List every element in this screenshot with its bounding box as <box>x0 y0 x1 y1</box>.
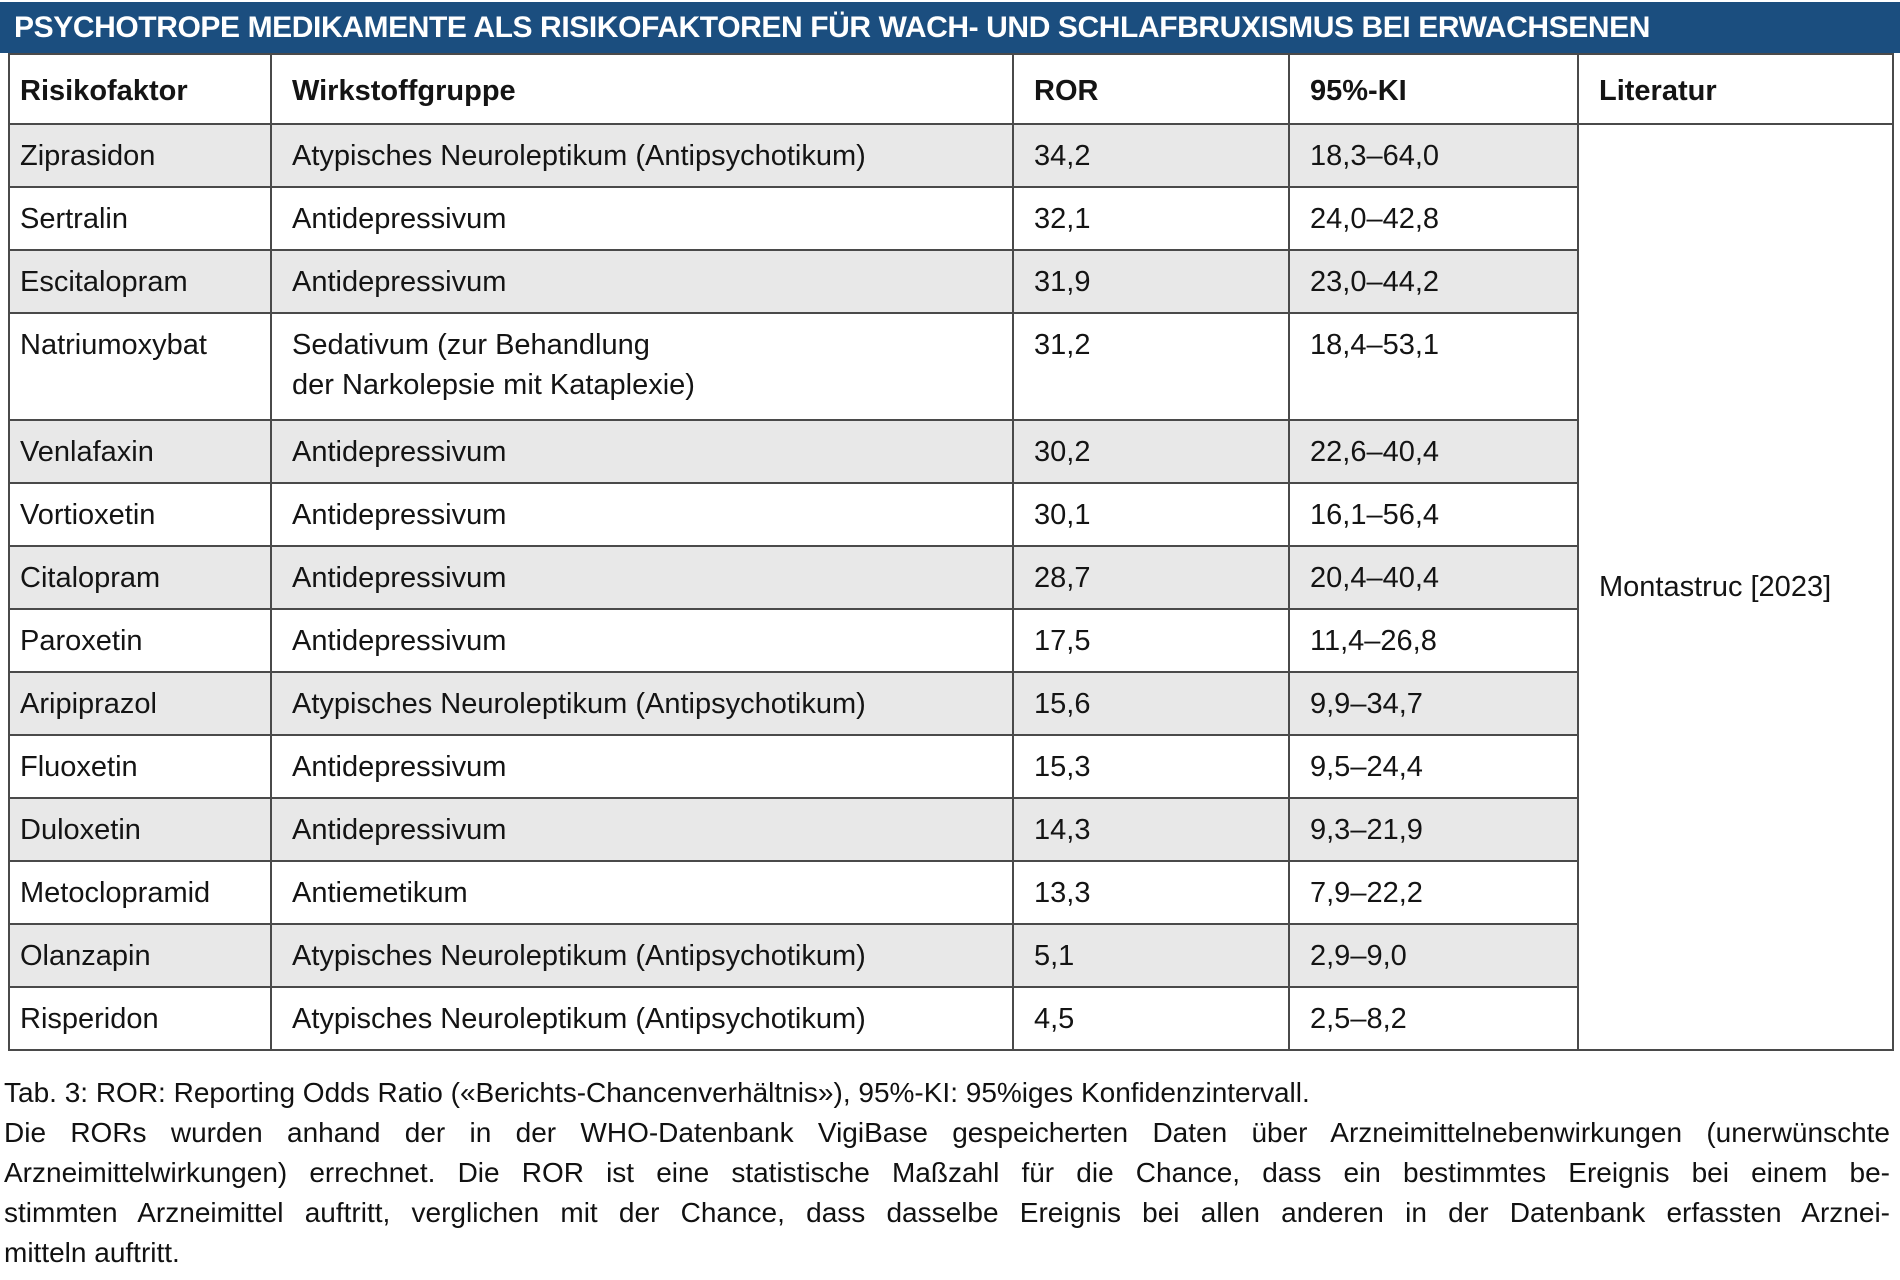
wirkstoffgruppe-cell: Antidepressivum <box>270 419 1014 484</box>
table-row: Venlafaxin Antidepressivum 30,2 22,6–40,… <box>8 419 1893 484</box>
risikofaktor-cell: Ziprasidon <box>8 123 272 188</box>
table-row: Citalopram Antidepressivum 28,7 20,4–40,… <box>8 545 1893 610</box>
risikofaktor-cell: Venlafaxin <box>8 419 272 484</box>
table-body: Ziprasidon Atypisches Neuroleptikum (Ant… <box>8 123 1894 1051</box>
risikofaktor-cell: Natriumoxybat <box>8 312 272 421</box>
risikofaktor-cell: Sertralin <box>8 186 272 251</box>
title-bar: PSYCHOTROPE MEDIKAMENTE ALS RISIKOFAKTOR… <box>0 2 1900 53</box>
ki-cell: 7,9–22,2 <box>1288 860 1579 925</box>
ki-cell: 2,9–9,0 <box>1288 923 1579 988</box>
footnote-line: Tab. 3: ROR: Reporting Odds Ratio («Beri… <box>4 1077 1310 1108</box>
risikofaktor-cell: Metoclopramid <box>8 860 272 925</box>
table-row: Sertralin Antidepressivum 32,1 24,0–42,8 <box>8 186 1893 251</box>
footnote-line: Die RORs wurden anhand der in der WHO-Da… <box>4 1117 1890 1148</box>
table-header: Risikofaktor Wirkstoffgruppe ROR 95%-KI … <box>8 53 1894 125</box>
ki-cell: 9,9–34,7 <box>1288 671 1579 736</box>
ki-cell: 11,4–26,8 <box>1288 608 1579 673</box>
wirkstoffgruppe-cell: Antiemetikum <box>270 860 1014 925</box>
ki-cell: 9,3–21,9 <box>1288 797 1579 862</box>
ror-cell: 28,7 <box>1012 545 1290 610</box>
footnote-line: Arzneimittelwirkungen) errechnet. Die RO… <box>4 1157 1890 1188</box>
table-row: Fluoxetin Antidepressivum 15,3 9,5–24,4 <box>8 734 1893 799</box>
table-row: Ziprasidon Atypisches Neuroleptikum (Ant… <box>8 123 1894 1051</box>
ror-cell: 31,2 <box>1012 312 1290 421</box>
table-row: Risperidon Atypisches Neuroleptikum (Ant… <box>8 986 1893 1051</box>
header-row: Risikofaktor Wirkstoffgruppe ROR 95%-KI … <box>8 53 1894 125</box>
ki-cell: 20,4–40,4 <box>1288 545 1579 610</box>
table-row: Escitalopram Antidepressivum 31,9 23,0–4… <box>8 249 1893 314</box>
header-ror: ROR <box>1012 53 1290 125</box>
ki-cell: 18,4–53,1 <box>1288 312 1579 421</box>
ror-cell: 13,3 <box>1012 860 1290 925</box>
risikofaktor-cell: Risperidon <box>8 986 272 1051</box>
table-row: Paroxetin Antidepressivum 17,5 11,4–26,8 <box>8 608 1893 673</box>
footnote-line: stimmten Arzneimittel auftritt, verglich… <box>4 1197 1890 1228</box>
risk-factor-table: Risikofaktor Wirkstoffgruppe ROR 95%-KI … <box>8 53 1894 1051</box>
ror-cell: 30,1 <box>1012 482 1290 547</box>
wirkstoffgruppe-cell: Antidepressivum <box>270 482 1014 547</box>
ki-cell: 24,0–42,8 <box>1288 186 1579 251</box>
ror-cell: 34,2 <box>1012 123 1290 188</box>
risikofaktor-cell: Citalopram <box>8 545 272 610</box>
wirkstoffgruppe-cell: Atypisches Neuroleptikum (Antipsychotiku… <box>270 123 1014 188</box>
risikofaktor-cell: Duloxetin <box>8 797 272 862</box>
ki-cell: 9,5–24,4 <box>1288 734 1579 799</box>
risikofaktor-cell: Vortioxetin <box>8 482 272 547</box>
ror-cell: 17,5 <box>1012 608 1290 673</box>
header-wirkstoffgruppe: Wirkstoffgruppe <box>270 53 1014 125</box>
risikofaktor-cell: Fluoxetin <box>8 734 272 799</box>
ror-cell: 5,1 <box>1012 923 1290 988</box>
literatur-cell: Montastruc [2023] <box>1577 123 1894 1051</box>
ror-cell: 15,6 <box>1012 671 1290 736</box>
table-row: Vortioxetin Antidepressivum 30,1 16,1–56… <box>8 482 1893 547</box>
risikofaktor-cell: Paroxetin <box>8 608 272 673</box>
table-row: Olanzapin Atypisches Neuroleptikum (Anti… <box>8 923 1893 988</box>
ki-cell: 23,0–44,2 <box>1288 249 1579 314</box>
header-literatur: Literatur <box>1577 53 1894 125</box>
header-ki: 95%-KI <box>1288 53 1579 125</box>
wirkstoffgruppe-cell: Antidepressivum <box>270 734 1014 799</box>
ki-cell: 18,3–64,0 <box>1288 123 1579 188</box>
header-risikofaktor: Risikofaktor <box>8 53 272 125</box>
wirkstoffgruppe-cell: Antidepressivum <box>270 608 1014 673</box>
table-footnote: Tab. 3: ROR: Reporting Odds Ratio («Beri… <box>4 1073 1890 1273</box>
footnote-line: mitteln auftritt. <box>4 1237 180 1268</box>
wirkstoffgruppe-cell: Atypisches Neuroleptikum (Antipsychotiku… <box>270 671 1014 736</box>
wirkstoffgruppe-cell: Antidepressivum <box>270 797 1014 862</box>
wirkstoffgruppe-cell: Antidepressivum <box>270 186 1014 251</box>
page-title: PSYCHOTROPE MEDIKAMENTE ALS RISIKOFAKTOR… <box>14 10 1650 44</box>
ror-cell: 31,9 <box>1012 249 1290 314</box>
ror-cell: 15,3 <box>1012 734 1290 799</box>
risikofaktor-cell: Escitalopram <box>8 249 272 314</box>
ki-cell: 22,6–40,4 <box>1288 419 1579 484</box>
table-row: Aripiprazol Atypisches Neuroleptikum (An… <box>8 671 1893 736</box>
ror-cell: 30,2 <box>1012 419 1290 484</box>
table-row: Natriumoxybat Sedativum (zur Behandlung … <box>8 312 1893 421</box>
wirkstoffgruppe-cell: Antidepressivum <box>270 545 1014 610</box>
ror-cell: 32,1 <box>1012 186 1290 251</box>
wirkstoffgruppe-cell: Atypisches Neuroleptikum (Antipsychotiku… <box>270 986 1014 1051</box>
ror-cell: 4,5 <box>1012 986 1290 1051</box>
wirkstoffgruppe-cell: Atypisches Neuroleptikum (Antipsychotiku… <box>270 923 1014 988</box>
wirkstoffgruppe-cell: Sedativum (zur Behandlung der Narkolepsi… <box>270 312 1014 421</box>
table-row: Metoclopramid Antiemetikum 13,3 7,9–22,2 <box>8 860 1893 925</box>
ki-cell: 16,1–56,4 <box>1288 482 1579 547</box>
risikofaktor-cell: Olanzapin <box>8 923 272 988</box>
wirkstoffgruppe-cell: Antidepressivum <box>270 249 1014 314</box>
ki-cell: 2,5–8,2 <box>1288 986 1579 1051</box>
risikofaktor-cell: Aripiprazol <box>8 671 272 736</box>
table-row: Duloxetin Antidepressivum 14,3 9,3–21,9 <box>8 797 1893 862</box>
ror-cell: 14,3 <box>1012 797 1290 862</box>
